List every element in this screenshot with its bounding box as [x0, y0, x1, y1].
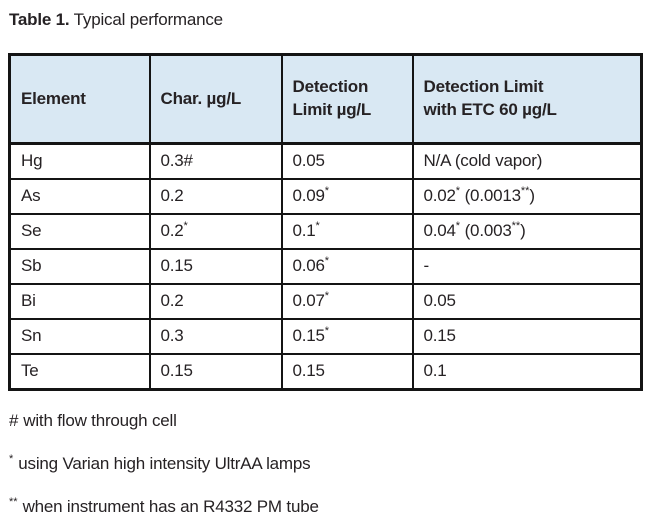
table-body: Hg 0.3# 0.05 N/A (cold vapor) As 0.2 0.09* 0.02…	[8, 142, 643, 391]
footnote-marker: #	[9, 411, 19, 430]
cell-value: 0.05	[411, 283, 643, 320]
cell-value: 0.15*	[280, 318, 414, 355]
cell-value: 0.1	[411, 353, 643, 391]
asterisk-marker: **	[511, 219, 521, 232]
table-row: Hg 0.3# 0.05 N/A (cold vapor)	[8, 142, 643, 180]
cell-element: Sn	[8, 318, 151, 355]
cell-value: 0.15	[148, 353, 283, 391]
cell-value: 0.1*	[280, 213, 414, 250]
table-row: Bi 0.2 0.07* 0.05	[8, 283, 643, 320]
footnotes: # with flow through cell * using Varian hig…	[9, 411, 647, 517]
cell-value: 0.2	[148, 283, 283, 320]
cell-value: 0.05	[280, 142, 414, 180]
cell-value: 0.02* (0.0013**)	[411, 178, 643, 215]
cell-element: As	[8, 178, 151, 215]
cell-value: 0.06*	[280, 248, 414, 285]
cell-value: 0.3	[148, 318, 283, 355]
footnote-text: with flow through cell	[23, 411, 177, 430]
footnote-marker: *	[9, 453, 14, 466]
footnote: ** when instrument has an R4332 PM tube	[9, 497, 647, 517]
table-title-number: Table 1.	[9, 10, 70, 29]
asterisk-marker: *	[324, 184, 330, 197]
asterisk-marker: *	[455, 184, 461, 197]
cell-element: Sb	[8, 248, 151, 285]
cell-value: 0.15	[411, 318, 643, 355]
asterisk-marker: *	[324, 324, 330, 337]
cell-value: 0.3#	[148, 142, 283, 180]
cell-value: 0.2	[148, 178, 283, 215]
cell-element: Te	[8, 353, 151, 391]
footnote-text: when instrument has an R4332 PM tube	[22, 497, 319, 516]
cell-value: -	[411, 248, 643, 285]
asterisk-marker: *	[324, 289, 330, 302]
cell-value: N/A (cold vapor)	[411, 142, 643, 180]
cell-value: 0.09*	[280, 178, 414, 215]
asterisk-marker: *	[315, 219, 320, 232]
table-title-text: Typical performance	[69, 10, 223, 29]
table-title: Table 1. Typical performance	[9, 10, 647, 30]
table-row: Te 0.15 0.15 0.1	[8, 353, 643, 391]
footnote: # with flow through cell	[9, 411, 647, 431]
table-row: Se 0.2* 0.1* 0.04* (0.003**)	[8, 213, 643, 250]
cell-value: 0.04* (0.003**)	[411, 213, 643, 250]
column-header-1: Char. µg/L	[148, 53, 283, 145]
table-row: Sb 0.15 0.06* -	[8, 248, 643, 285]
column-header-2: Detection Limit µg/L	[280, 53, 414, 145]
cell-value: 0.2*	[148, 213, 283, 250]
table-header: Element Char. µg/L Detection Limit µg/L Det…	[8, 53, 643, 145]
cell-element: Se	[8, 213, 151, 250]
footnote: * using Varian high intensity UltrAA lamp…	[9, 454, 647, 474]
column-header-0: Element	[8, 53, 151, 145]
performance-table: Element Char. µg/L Detection Limit µg/L Det…	[8, 53, 643, 391]
footnote-text: using Varian high intensity UltrAA lamps	[18, 454, 311, 473]
column-header-3: Detection Limit with ETC 60 µg/L	[411, 53, 643, 145]
table-row: Sn 0.3 0.15* 0.15	[8, 318, 643, 355]
table-row: As 0.2 0.09* 0.02* (0.0013**)	[8, 178, 643, 215]
asterisk-marker: **	[520, 184, 530, 197]
cell-element: Bi	[8, 283, 151, 320]
cell-value: 0.15	[148, 248, 283, 285]
asterisk-marker: *	[324, 254, 330, 267]
cell-value: 0.15	[280, 353, 414, 391]
asterisk-marker: *	[183, 219, 188, 232]
cell-element: Hg	[8, 142, 151, 180]
header-row: Element Char. µg/L Detection Limit µg/L Det…	[8, 53, 643, 145]
cell-value: 0.07*	[280, 283, 414, 320]
footnote-marker: **	[9, 496, 18, 509]
asterisk-marker: *	[455, 219, 461, 232]
